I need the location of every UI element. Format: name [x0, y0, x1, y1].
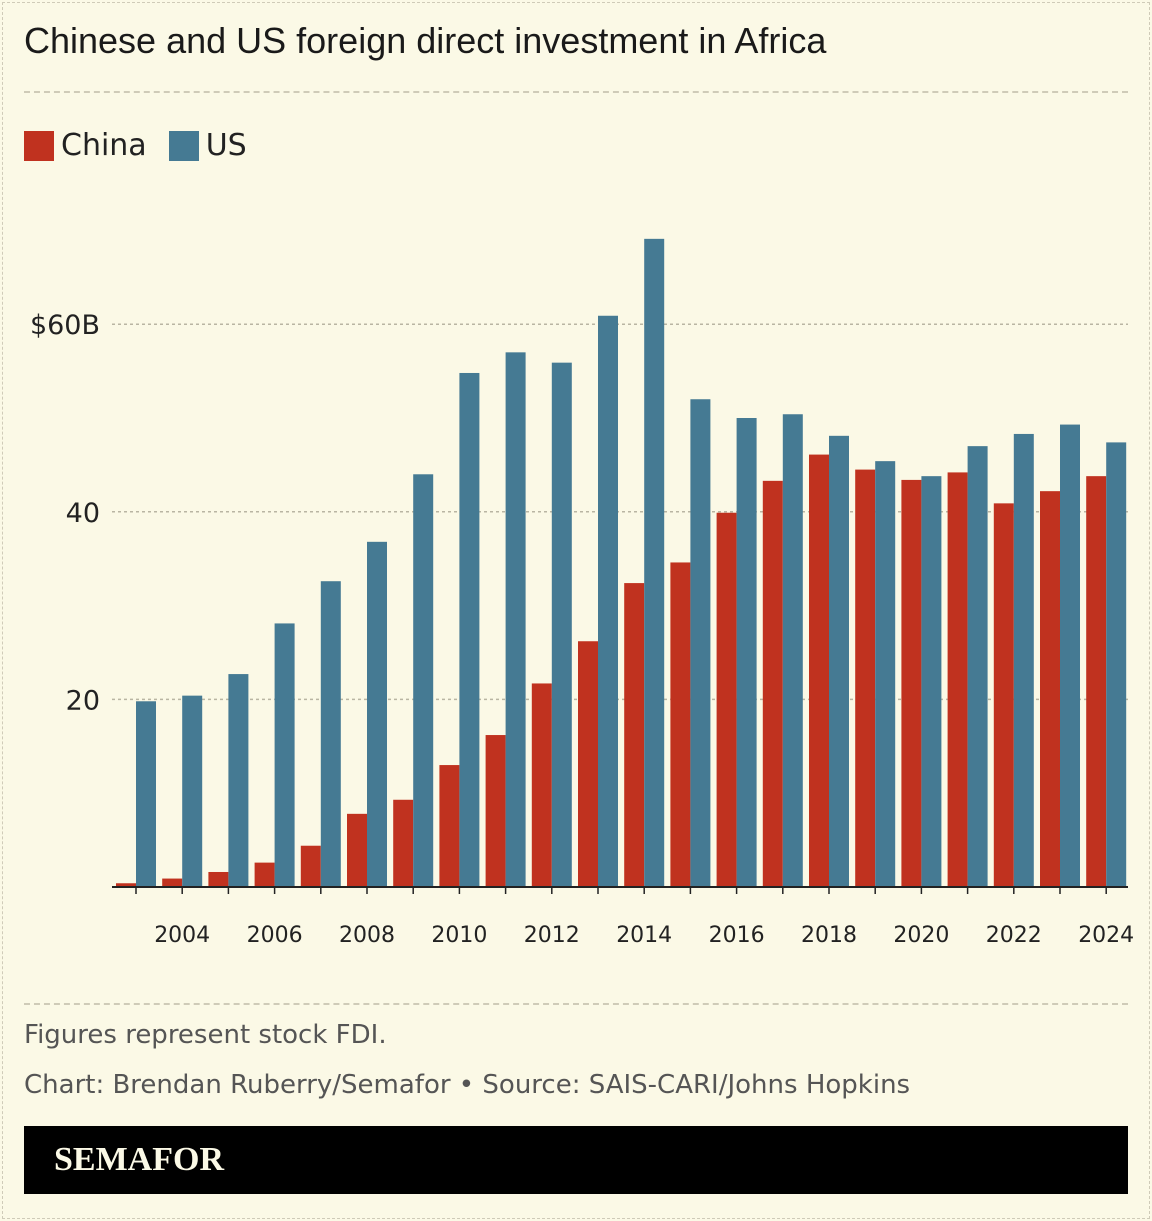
bar-us-2014: [644, 238, 665, 888]
y-tick-label: $60B: [30, 310, 100, 341]
bar-china-2013: [578, 641, 598, 887]
bar-us-2023: [1060, 424, 1080, 887]
divider: [24, 1003, 1128, 1005]
x-tick-label: 2006: [247, 923, 303, 948]
bar-china-2016: [716, 512, 737, 887]
bar-china-2004: [162, 878, 183, 887]
bar-us-2013: [598, 315, 618, 887]
x-tick-label: 2016: [709, 923, 765, 948]
x-tick-label: 2024: [1078, 923, 1134, 948]
legend-swatch: [24, 130, 54, 161]
legend-label: China: [61, 128, 147, 163]
bar-china-2015: [670, 562, 691, 887]
bar-us-2012: [551, 362, 572, 888]
bar-us-2005: [228, 674, 249, 887]
x-tick-label: 2014: [616, 923, 672, 948]
legend-item-china: China: [24, 128, 147, 163]
bar-chart: 20 40 $60B 2004 2006 2008 2010 2012 2014 2016 2018…: [30, 238, 1134, 948]
bar-china-2022: [993, 503, 1014, 887]
logo-bar: SEMAFOR: [24, 1126, 1128, 1194]
bar-us-2021: [967, 446, 988, 887]
legend-label: US: [205, 128, 247, 163]
bar-china-2003: [116, 883, 136, 887]
bar-us-2015: [690, 399, 711, 887]
bar-china-2006: [254, 862, 275, 887]
bar-china-2011: [485, 735, 506, 887]
bar-china-2010: [439, 765, 460, 887]
bar-us-2022: [1013, 433, 1034, 887]
x-tick-label: 2012: [524, 923, 580, 948]
chart-credit: Chart: Brendan Ruberry/Semafor • Source:…: [24, 1070, 911, 1100]
x-tick-label: 2022: [986, 923, 1042, 948]
bar-us-2017: [782, 414, 803, 887]
bar-us-2008: [367, 541, 387, 887]
bar-china-2019: [855, 469, 876, 887]
bar-china-2017: [762, 480, 783, 887]
x-tick-label: 2018: [801, 923, 857, 948]
bar-us-2007: [320, 581, 341, 887]
chart-title: Chinese and US foreign direct investment…: [24, 20, 827, 61]
bar-us-2010: [459, 372, 480, 887]
bar-china-2005: [208, 871, 229, 887]
bar-us-2004: [182, 695, 203, 887]
chart-note: Figures represent stock FDI.: [24, 1020, 387, 1050]
bar-china-2021: [947, 472, 968, 887]
bar-us-2009: [413, 474, 434, 887]
bar-us-2016: [736, 418, 757, 887]
divider: [24, 91, 1128, 93]
bar-china-2008: [347, 813, 367, 887]
x-tick-label: 2020: [893, 923, 949, 948]
x-tick-label: 2008: [339, 923, 395, 948]
bar-us-2003: [136, 701, 156, 887]
bar-us-2011: [505, 352, 526, 888]
bar-china-2009: [393, 799, 414, 887]
bar-china-2024: [1086, 476, 1107, 887]
legend-swatch: [168, 130, 199, 161]
x-tick-label: 2004: [154, 923, 210, 948]
bar-china-2012: [531, 683, 552, 887]
legend: China US: [24, 128, 269, 163]
bar-china-2023: [1040, 491, 1060, 887]
legend-item-us: US: [168, 128, 247, 163]
x-tick-label: 2010: [431, 923, 487, 948]
bar-us-2019: [875, 461, 896, 887]
bar-us-2020: [921, 476, 942, 887]
logo: SEMAFOR: [54, 1141, 224, 1178]
bar-us-2018: [829, 435, 849, 887]
y-tick-label: 40: [66, 498, 100, 529]
y-tick-label: 20: [66, 685, 100, 716]
bar-china-2018: [809, 454, 829, 887]
bar-us-2024: [1106, 442, 1127, 887]
bar-china-2014: [624, 583, 645, 887]
bar-china-2007: [300, 845, 321, 887]
bar-us-2006: [274, 623, 295, 887]
bar-china-2020: [901, 479, 922, 887]
